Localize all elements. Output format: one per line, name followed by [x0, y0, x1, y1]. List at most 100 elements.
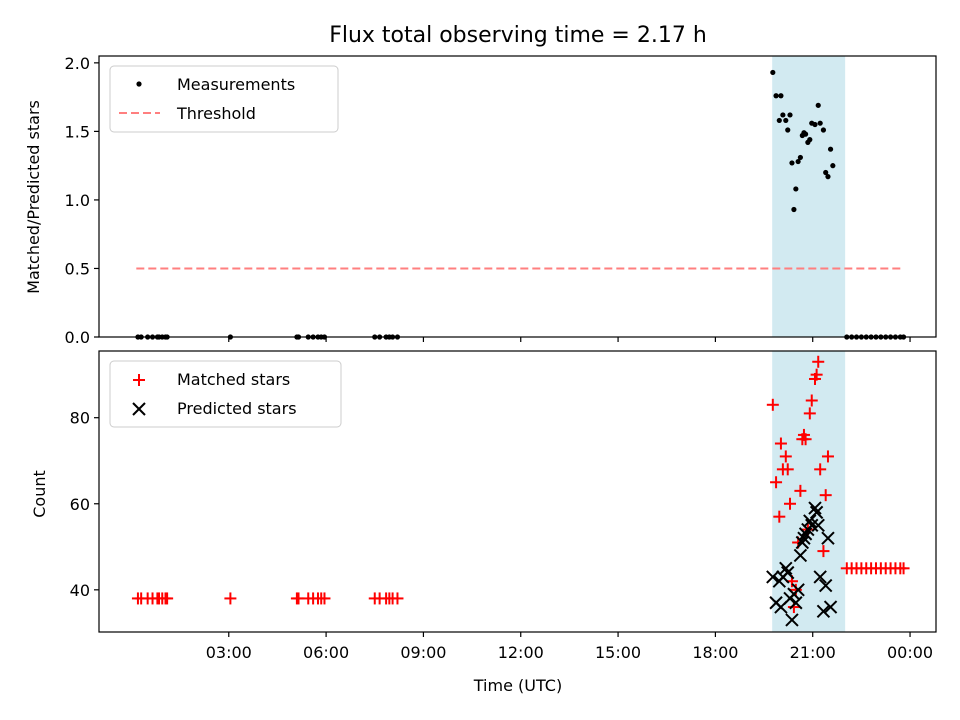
predicted-star-marker [809, 505, 824, 520]
top-observing-span [772, 56, 846, 337]
predicted-stars-layer [766, 501, 838, 627]
predicted-star-marker [791, 583, 805, 597]
bottom-panel: 40 60 80 03:00 06:00 09:00 12:00 15:00 18:00 21:… [30, 350, 937, 695]
bottom-x-tick-label: 00:00 [887, 643, 933, 662]
legend-measurements-marker [136, 81, 142, 87]
bottom-y-tick-label: 40 [70, 581, 90, 600]
measurement-point [783, 117, 789, 124]
predicted-star-marker [813, 570, 827, 584]
predicted-star-marker [785, 613, 799, 627]
measurement-point [807, 137, 813, 143]
predicted-star-marker [798, 527, 813, 541]
matched-star-marker [773, 510, 786, 523]
bottom-x-tick-label: 21:00 [790, 643, 836, 662]
measurement-point [830, 163, 836, 169]
chart-title: Flux total observing time = 2.17 h [329, 23, 707, 48]
predicted-star-marker [803, 514, 817, 528]
top-y-tick-label: 0.5 [65, 259, 90, 278]
measurement-point [778, 93, 784, 99]
matched-star-marker [781, 463, 794, 476]
matched-star-marker [779, 450, 792, 463]
measurement-point [787, 112, 793, 118]
top-y-ticks: 0.0 0.5 1.0 1.5 2.0 [65, 54, 99, 347]
matched-star-marker [812, 355, 825, 368]
matched-star-marker [766, 398, 779, 411]
predicted-star-marker [811, 518, 825, 532]
matched-stars-layer [131, 355, 910, 614]
matched-star-marker [391, 592, 404, 605]
measurement-point [789, 160, 795, 166]
bottom-x-tick-label: 03:00 [206, 643, 252, 662]
bottom-x-tick-label: 18:00 [692, 643, 738, 662]
measurement-point [823, 169, 829, 176]
top-y-tick-label: 1.0 [65, 191, 90, 210]
predicted-star-marker [795, 535, 810, 550]
predicted-star-marker [808, 501, 822, 515]
legend-matched-label: Matched stars [177, 370, 290, 389]
legend-threshold-label: Threshold [176, 104, 256, 123]
matched-star-marker [821, 450, 834, 463]
predicted-star-marker [797, 531, 811, 545]
measurement-point [785, 127, 791, 133]
bottom-legend: Matched stars Predicted stars [109, 360, 342, 428]
predicted-star-marker [781, 565, 795, 580]
predicted-star-marker [766, 570, 780, 584]
matched-star-marker [784, 497, 797, 510]
measurement-point [791, 206, 797, 213]
measurement-point [820, 127, 827, 133]
measurement-point [780, 112, 786, 118]
predicted-star-marker [816, 604, 831, 619]
top-panel: 0.00.51.01.52.0 Matched/Predicted stars … [24, 54, 937, 347]
legend-predicted-label: Predicted stars [177, 399, 297, 418]
matched-star-marker [803, 407, 816, 420]
predicted-star-marker [793, 548, 808, 563]
legend-matched-marker [133, 374, 145, 386]
bottom-y-tick-label: 80 [70, 409, 90, 428]
legend-predicted-marker [132, 402, 146, 416]
top-y-tick-label: 1.5 [65, 122, 90, 141]
matched-star-marker [770, 476, 783, 489]
bottom-y-tick-label: 60 [70, 495, 90, 514]
bottom-x-ticks: 03:00 06:00 09:00 12:00 15:00 18:00 21:00 00:00 [206, 632, 933, 662]
measurement-point [797, 154, 803, 161]
matched-star-marker [805, 394, 818, 407]
top-y-tick-label: 0.0 [65, 328, 90, 347]
predicted-star-marker [805, 518, 819, 532]
matched-star-marker [897, 562, 910, 575]
matched-star-marker [318, 592, 331, 605]
predicted-star-marker [818, 578, 833, 593]
bottom-x-tick-label: 09:00 [400, 643, 446, 662]
top-y-axis-label: Matched/Predicted stars [24, 100, 43, 294]
matched-star-marker [161, 592, 174, 605]
bottom-x-tick-label: 12:00 [498, 643, 544, 662]
x-axis-label: Time (UTC) [473, 676, 562, 695]
measurement-point [802, 131, 809, 137]
bottom-legend-box [109, 360, 342, 428]
matched-star-marker [224, 592, 237, 605]
matched-star-marker [810, 368, 823, 381]
top-axes-frame [98, 55, 937, 338]
top-legend: Measurements Threshold [109, 65, 339, 133]
predicted-star-marker [821, 531, 835, 545]
matched-star-marker [819, 489, 832, 502]
matched-star-marker [817, 545, 830, 558]
matched-star-marker [794, 484, 807, 497]
measurement-point [776, 117, 782, 124]
matched-star-marker [774, 437, 787, 450]
top-legend-box [109, 65, 339, 133]
bottom-axes-frame [98, 350, 937, 633]
predicted-star-marker [823, 600, 838, 614]
predicted-star-marker [789, 596, 803, 610]
measurement-point [825, 174, 831, 180]
measurement-point [795, 158, 801, 165]
measurement-point [815, 102, 821, 108]
measurement-point [793, 186, 799, 192]
matched-star-marker [799, 433, 812, 446]
measurement-point [827, 146, 834, 152]
measurement-point [817, 120, 823, 126]
bottom-observing-span [772, 351, 846, 632]
bottom-y-axis-label: Count [30, 470, 49, 518]
top-x-ticks [228, 337, 911, 342]
bottom-y-ticks: 40 60 80 [70, 409, 99, 600]
